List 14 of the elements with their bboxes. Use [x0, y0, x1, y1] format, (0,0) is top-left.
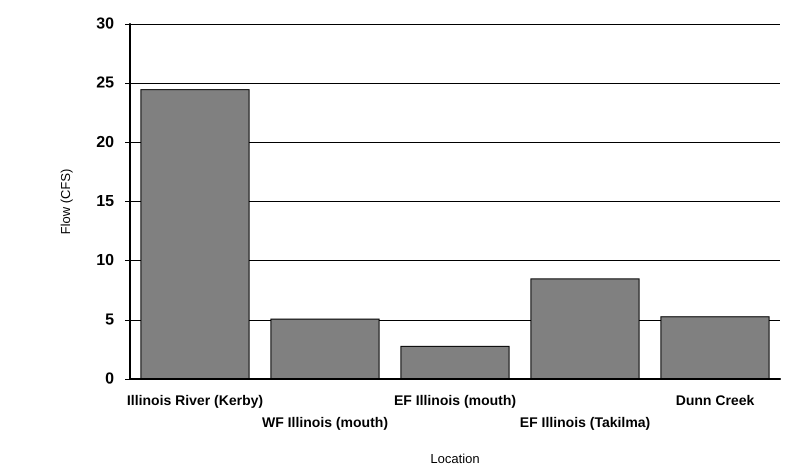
y-tick-label: 0 [105, 370, 114, 388]
y-tick-label: 10 [96, 252, 114, 270]
y-tick-label: 30 [96, 16, 114, 32]
x-tick-label: Dunn Creek [676, 392, 754, 408]
x-axis-title: Location [430, 451, 480, 466]
y-tick-label: 20 [96, 134, 114, 151]
x-tick-label: WF Illinois (mouth) [262, 414, 388, 430]
x-tick-label: EF Illinois (mouth) [394, 392, 516, 408]
y-tick-label: 15 [96, 193, 114, 210]
y-axis-title: Flow (CFS) [58, 168, 73, 234]
y-tick-label: 25 [96, 74, 114, 92]
x-tick-label: Illinois River (Kerby) [126, 392, 264, 408]
x-tick-label: EF Illinois (Takilma) [520, 414, 650, 430]
y-tick-label: 5 [105, 311, 114, 328]
